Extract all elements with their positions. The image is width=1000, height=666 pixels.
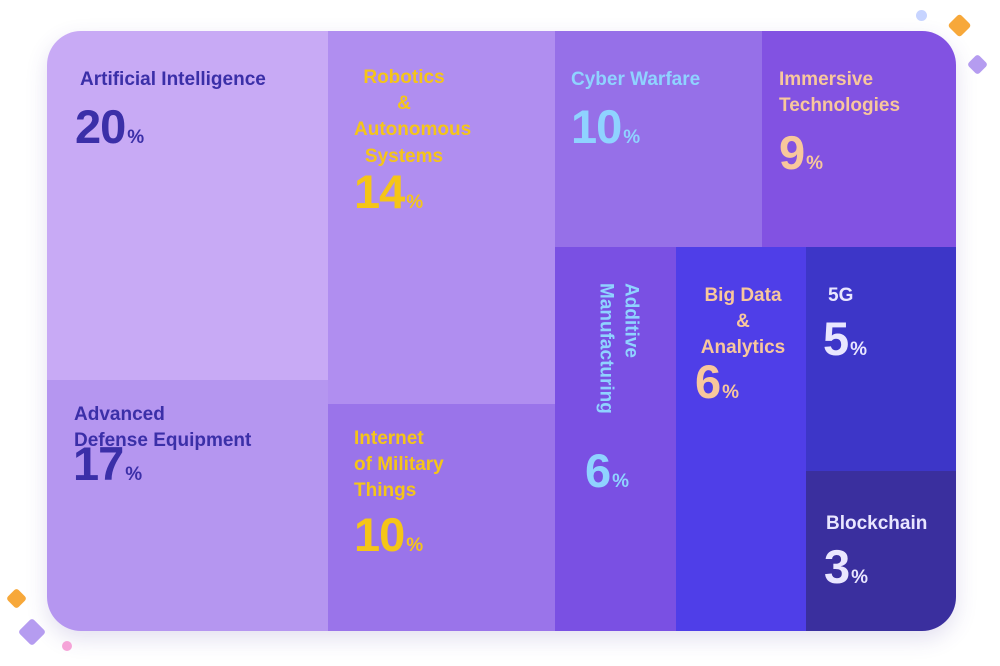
tile-label: Blockchain <box>826 513 928 534</box>
tile-value: 6% <box>695 358 739 405</box>
tile-5g: 5G 5% <box>806 247 956 471</box>
tile-value-number: 5 <box>823 312 849 365</box>
tile-value-unit: % <box>850 339 868 360</box>
tile-big-data-analytics: Big Data & Analytics 6% <box>676 247 806 631</box>
tile-value: 20% <box>75 103 144 150</box>
tile-value-number: 9 <box>779 126 805 179</box>
tile-additive-manufacturing: Additive Manufacturing 6% <box>555 247 676 631</box>
tile-value-unit: % <box>406 192 424 213</box>
tile-value: 6% <box>585 447 629 494</box>
decor-dot-blue-top <box>916 10 927 21</box>
tile-value: 5% <box>823 315 867 362</box>
tile-value-unit: % <box>612 471 630 492</box>
tile-label: Robotics & Autonomous Systems <box>354 67 472 167</box>
tile-value-unit: % <box>127 127 145 148</box>
tile-value: 10% <box>354 511 423 558</box>
tile-value-number: 20 <box>75 100 126 153</box>
decor-diamond-orange-bottom <box>5 587 28 610</box>
tile-label: Artificial Intelligence <box>80 69 266 90</box>
tile-label: Big Data & Analytics <box>700 285 786 359</box>
tile-artificial-intelligence: Artificial Intelligence 20% <box>47 31 328 380</box>
tile-value-number: 10 <box>354 508 405 561</box>
tile-blockchain: Blockchain 3% <box>806 471 956 631</box>
tile-value-number: 10 <box>571 100 622 153</box>
tile-label: Advanced Defense Equipment <box>74 404 252 452</box>
decor-diamond-lavender-top <box>966 53 989 76</box>
tile-value-unit: % <box>722 382 740 403</box>
decor-diamond-lavender-bottom <box>17 617 47 647</box>
tile-value: 9% <box>779 129 823 176</box>
tile-value-unit: % <box>125 464 143 485</box>
tile-advanced-defense-equipment: Advanced Defense Equipment 17% <box>47 380 328 631</box>
tile-label: Cyber Warfare <box>571 69 701 90</box>
tile-value: 10% <box>571 103 640 150</box>
treemap-chart: Artificial Intelligence 20% Advanced Defen… <box>47 31 956 631</box>
tile-value: 3% <box>824 543 868 590</box>
tile-value: 14% <box>354 168 423 215</box>
tile-robotics-autonomous-systems: Robotics & Autonomous Systems 14% <box>328 31 555 404</box>
tile-value-number: 14 <box>354 165 405 218</box>
tile-cyber-warfare: Cyber Warfare 10% <box>555 31 762 247</box>
tile-value-number: 6 <box>585 444 611 497</box>
tile-value-unit: % <box>851 567 869 588</box>
tile-immersive-technologies: Immersive Technologies 9% <box>762 31 956 247</box>
tile-label: 5G <box>828 285 854 306</box>
tile-value-unit: % <box>406 535 424 556</box>
tile-value-number: 6 <box>695 355 721 408</box>
decor-dot-pink-bottom <box>62 641 72 651</box>
tile-value-unit: % <box>806 153 824 174</box>
tile-label: Additive Manufacturing <box>595 283 642 414</box>
tile-value-unit: % <box>623 127 641 148</box>
tile-internet-of-military-things: Internet of Military Things 10% <box>328 404 555 631</box>
tile-value-number: 17 <box>73 437 124 490</box>
tile-label: Immersive Technologies <box>779 69 901 117</box>
tile-value-number: 3 <box>824 540 850 593</box>
tile-label: Internet of Military Things <box>354 428 444 502</box>
tile-value: 17% <box>73 440 142 487</box>
